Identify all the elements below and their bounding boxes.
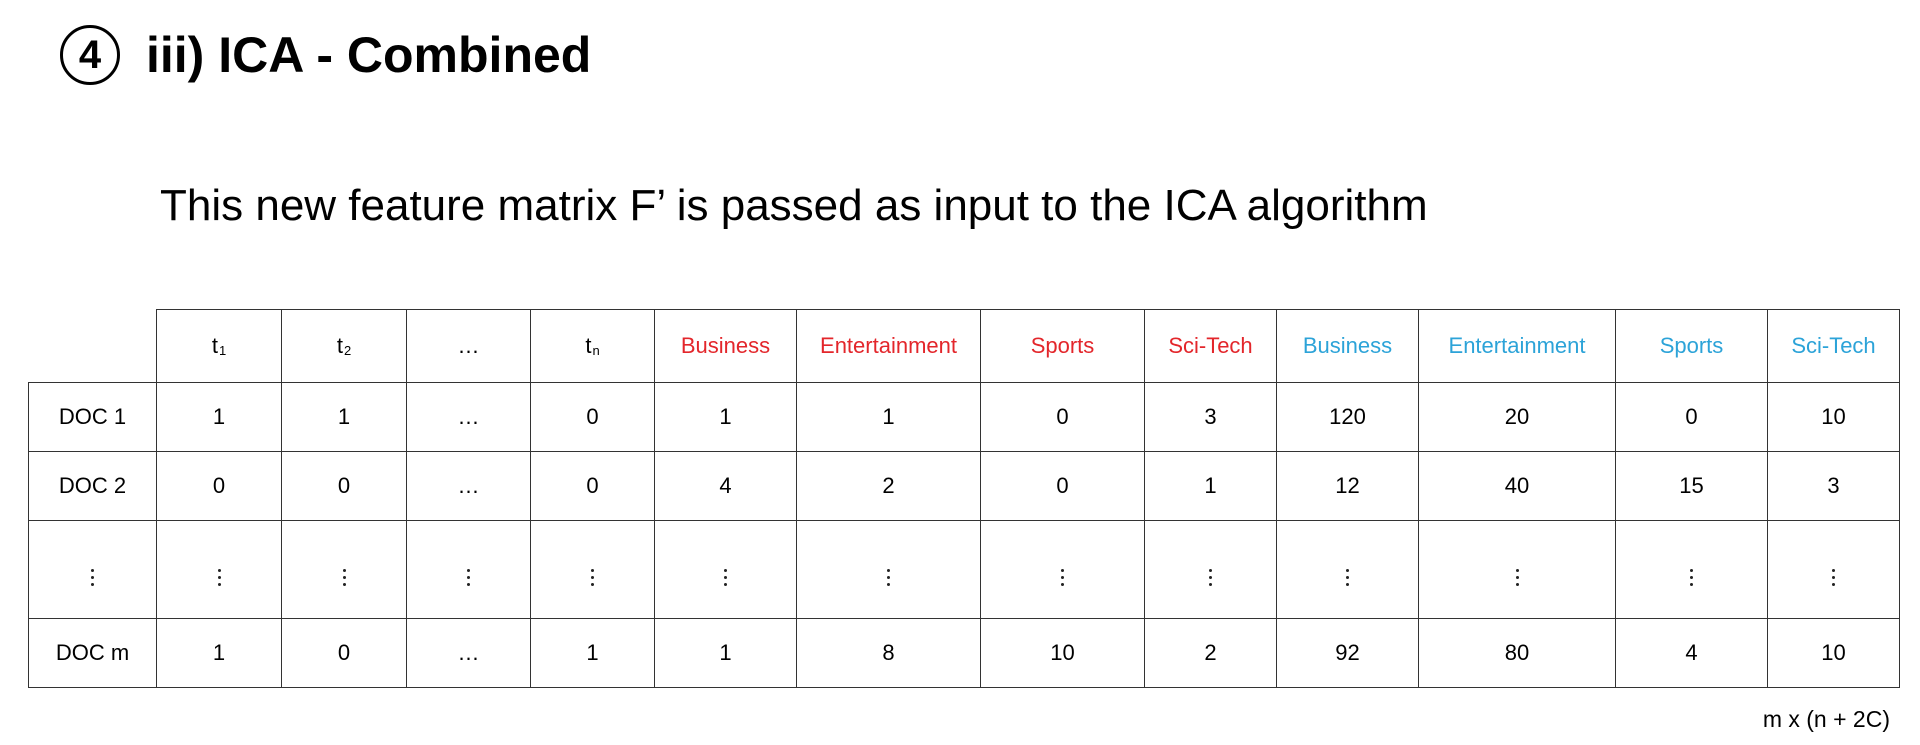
table-cell: 92 xyxy=(1276,618,1419,688)
vertical-ellipsis-icon xyxy=(28,520,157,619)
table-cell: 4 xyxy=(654,451,797,521)
table-row: DOC m 1 0 … 1 1 8 10 2 92 80 4 10 xyxy=(28,618,1900,688)
matrix-dimensions-label: m x (n + 2C) xyxy=(1762,706,1890,732)
table-row: DOC 1 1 1 … 0 1 1 0 3 120 20 0 10 xyxy=(28,382,1900,452)
group2-header-entertainment: Entertainment xyxy=(1418,309,1616,383)
vertical-ellipsis-icon xyxy=(796,520,981,619)
group1-header-entertainment: Entertainment xyxy=(796,309,981,383)
table-cell: 0 xyxy=(156,451,282,521)
table-cell: 80 xyxy=(1418,618,1616,688)
slide-subtitle: This new feature matrix F’ is passed as … xyxy=(160,181,1428,230)
table-cell: 1 xyxy=(796,382,981,452)
table-cell: 0 xyxy=(281,451,407,521)
table-cell: 0 xyxy=(1615,382,1768,452)
table-cell: 1 xyxy=(281,382,407,452)
table-cell: 0 xyxy=(980,382,1145,452)
vertical-ellipsis-icon xyxy=(530,520,655,619)
vertical-ellipsis-icon xyxy=(1276,520,1419,619)
table-cell: 10 xyxy=(1767,382,1900,452)
table-cell: 1 xyxy=(654,382,797,452)
table-cell: 10 xyxy=(1767,618,1900,688)
row-label: DOC m xyxy=(28,618,157,688)
group2-header-scitech: Sci-Tech xyxy=(1767,309,1900,383)
table-cell: … xyxy=(406,618,531,688)
vertical-ellipsis-icon xyxy=(654,520,797,619)
table-cell: 10 xyxy=(980,618,1145,688)
table-cell: 0 xyxy=(980,451,1145,521)
table-cell: 0 xyxy=(281,618,407,688)
group2-header-sports: Sports xyxy=(1615,309,1768,383)
table-cell: 1 xyxy=(654,618,797,688)
vertical-ellipsis-icon xyxy=(406,520,531,619)
group1-header-business: Business xyxy=(654,309,797,383)
group1-header-scitech: Sci-Tech xyxy=(1144,309,1277,383)
group1-header-sports: Sports xyxy=(980,309,1145,383)
vertical-ellipsis-icon xyxy=(156,520,282,619)
vertical-ellipsis-icon xyxy=(1615,520,1768,619)
table-cell: 1 xyxy=(156,618,282,688)
row-label: DOC 1 xyxy=(28,382,157,452)
table-cell: 12 xyxy=(1276,451,1419,521)
slide-heading: 4 iii) ICA - Combined xyxy=(60,22,591,88)
table-cell: 1 xyxy=(156,382,282,452)
table-cell: 3 xyxy=(1144,382,1277,452)
table-cell: … xyxy=(406,451,531,521)
slide-title: iii) ICA - Combined xyxy=(146,27,592,83)
table-cell: 120 xyxy=(1276,382,1419,452)
table-cell: 1 xyxy=(530,618,655,688)
table-cell: 3 xyxy=(1767,451,1900,521)
vertical-ellipsis-icon xyxy=(1144,520,1277,619)
step-number-badge: 4 xyxy=(60,25,120,85)
vertical-ellipsis-icon xyxy=(281,520,407,619)
table-cell: 4 xyxy=(1615,618,1768,688)
table-cell: 2 xyxy=(1144,618,1277,688)
vertical-ellipsis-icon xyxy=(980,520,1145,619)
row-label: DOC 2 xyxy=(28,451,157,521)
term-header-2: t2 xyxy=(281,309,407,383)
table-cell: 0 xyxy=(530,451,655,521)
term-header-n: tn xyxy=(530,309,655,383)
step-number: 4 xyxy=(78,33,102,77)
table-cell: 40 xyxy=(1418,451,1616,521)
table-cell: 0 xyxy=(530,382,655,452)
table-cell: 2 xyxy=(796,451,981,521)
table-cell: 15 xyxy=(1615,451,1768,521)
table-cell: … xyxy=(406,382,531,452)
vertical-ellipsis-icon xyxy=(1767,520,1900,619)
table-cell: 8 xyxy=(796,618,981,688)
group2-header-business: Business xyxy=(1276,309,1419,383)
term-header-ellipsis: … xyxy=(406,309,531,383)
header-row: t1 t2 … tn Business Entertainment Sports… xyxy=(28,309,1900,383)
vertical-ellipsis-icon xyxy=(1418,520,1616,619)
table-cell: 1 xyxy=(1144,451,1277,521)
table-row: DOC 2 0 0 … 0 4 2 0 1 12 40 15 3 xyxy=(28,451,1900,521)
term-header-1: t1 xyxy=(156,309,282,383)
corner-cell xyxy=(28,309,157,383)
table-cell: 20 xyxy=(1418,382,1616,452)
continuation-row xyxy=(28,520,1900,619)
feature-matrix-table: t1 t2 … tn Business Entertainment Sports… xyxy=(28,309,1900,688)
